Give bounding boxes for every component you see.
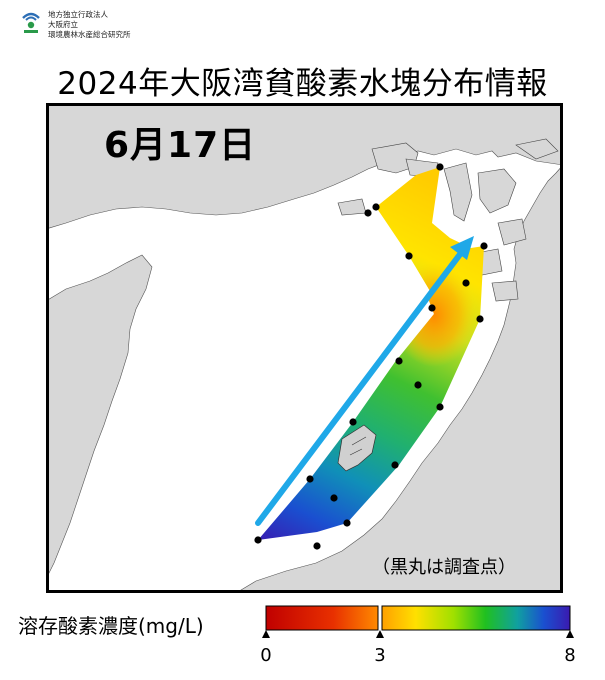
org-line-1: 地方独立行政法人 [48,10,108,19]
survey-station-point [349,418,357,426]
tick-3-marker [376,630,384,638]
survey-station-point [391,461,399,469]
survey-station-point [343,519,351,527]
survey-station-point [405,252,413,260]
north-coast-land [46,103,563,230]
tick-label-3: 3 [374,645,386,666]
tick-label-8: 8 [564,645,576,666]
tick-0-marker [262,630,270,638]
color-scale-bar [262,605,574,638]
legend-label: 溶存酸素濃度(mg/L) [18,614,204,638]
survey-station-point [330,494,338,502]
survey-station-point [254,536,262,544]
survey-station-point [395,357,403,365]
org-line-3: 環境農林水産総合研究所 [48,30,131,39]
awaji-island-land [46,254,153,580]
survey-station-point [436,403,444,411]
page-title: 2024年大阪湾貧酸素水塊分布情報 [57,66,548,102]
offshore-structure [337,424,377,472]
organization-header: 地方独立行政法人 大阪府立 環境農林水産総合研究所 [20,10,131,40]
survey-station-point [313,542,321,550]
survey-station-point [436,163,444,171]
survey-station-point [414,381,422,389]
survey-station-point [372,203,380,211]
survey-stations [254,163,488,550]
survey-station-point [480,242,488,250]
survey-station-point [462,279,470,287]
station-note: （黒丸は調査点） [372,557,516,578]
org-line-2: 大阪府立 [48,20,78,29]
survey-station-point [306,475,314,483]
osaka-bay-map [46,103,563,593]
organization-logo-icon [22,12,40,33]
tick-label-0: 0 [260,645,272,666]
current-arrow [255,236,474,526]
survey-station-point [364,209,372,217]
survey-date: 6月17日 [104,125,257,166]
tick-8-marker [566,630,574,638]
survey-station-point [428,304,436,312]
survey-station-point [476,315,484,323]
